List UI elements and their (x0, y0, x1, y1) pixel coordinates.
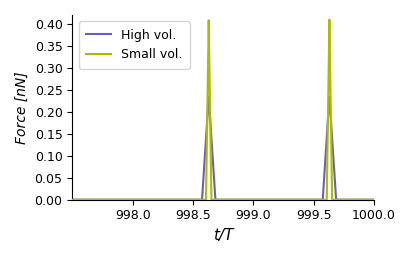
Small vol. (82, 198, 87, 201)
High vol. (129, 198, 134, 201)
Small vol. (71, 198, 76, 201)
Small vol. (217, 198, 222, 201)
Small vol. (356, 198, 360, 201)
High vol. (71, 198, 76, 201)
Small vol. (327, 18, 332, 21)
X-axis label: t/T: t/T (213, 228, 233, 243)
High vol. (82, 198, 87, 201)
Legend: High vol., Small vol.: High vol., Small vol. (79, 21, 190, 69)
High vol. (327, 95, 332, 98)
Small vol. (129, 198, 134, 201)
Small vol. (372, 198, 376, 201)
Line: High vol.: High vol. (72, 96, 374, 200)
Small vol. (70, 198, 75, 201)
Small vol. (88, 198, 93, 201)
High vol. (217, 198, 222, 201)
Line: Small vol.: Small vol. (72, 20, 374, 200)
High vol. (372, 198, 376, 201)
High vol. (70, 198, 75, 201)
High vol. (88, 198, 93, 201)
High vol. (356, 198, 360, 201)
Y-axis label: Force [nN]: Force [nN] (15, 71, 29, 144)
